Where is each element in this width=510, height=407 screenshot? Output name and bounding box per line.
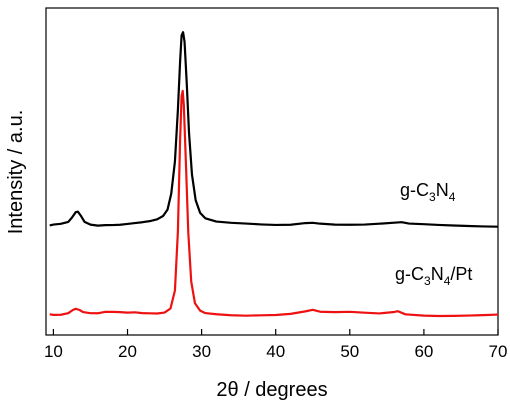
plot-frame bbox=[45, 7, 499, 336]
series-line-g-c3n4 bbox=[49, 31, 499, 228]
series-label-g-c3n4: g-C3N4 bbox=[400, 180, 456, 204]
x-axis-label: 2θ / degrees bbox=[216, 379, 327, 401]
series-line-g-c3n4-pt bbox=[49, 89, 499, 318]
series-label-g-c3n4-pt: g-C3N4/Pt bbox=[395, 264, 472, 288]
x-axis-ticks bbox=[52, 329, 499, 335]
series-lines bbox=[49, 31, 499, 318]
x-tick-label-20: 20 bbox=[118, 342, 137, 361]
x-tick-label-50: 50 bbox=[340, 342, 359, 361]
x-tick-label-10: 10 bbox=[44, 342, 63, 361]
x-tick-label-40: 40 bbox=[266, 342, 285, 361]
x-tick-label-70: 70 bbox=[489, 342, 508, 361]
y-axis-label: Intensity / a.u. bbox=[5, 110, 27, 235]
x-tick-label-30: 30 bbox=[192, 342, 211, 361]
x-tick-label-60: 60 bbox=[414, 342, 433, 361]
x-axis-tick-labels: 10 20 30 40 50 60 70 bbox=[44, 342, 508, 361]
